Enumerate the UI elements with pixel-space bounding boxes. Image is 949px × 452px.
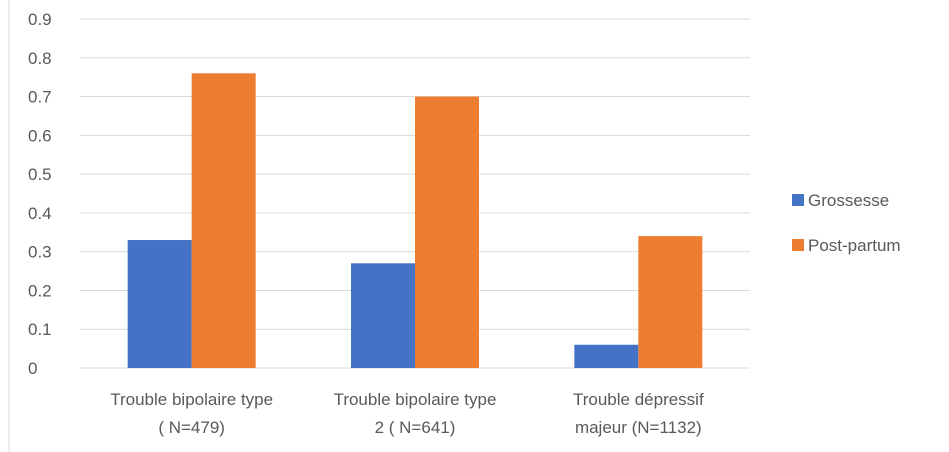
y-tick-label: 0.6: [28, 126, 52, 145]
legend-swatch-grossesse: [792, 194, 804, 206]
bar-grossesse-1: [127, 240, 192, 368]
bar-post-partum-3: [638, 236, 703, 368]
legend-label-grossesse: Grossesse: [808, 191, 889, 210]
y-tick-label: 0.2: [28, 281, 52, 300]
y-tick-label: 0.9: [28, 10, 52, 29]
x-category-label: 2 ( N=641): [375, 418, 456, 437]
x-category-label: Trouble bipolaire type: [110, 390, 273, 409]
y-tick-label: 0.8: [28, 49, 52, 68]
y-tick-label: 0.4: [28, 204, 52, 223]
x-category-label: ( N=479): [158, 418, 225, 437]
y-axis-ticks: 0 0.1 0.2 0.3 0.4 0.5 0.6 0.7 0.8 0.9: [28, 10, 52, 378]
legend-label-post-partum: Post-partum: [808, 236, 901, 255]
x-category-label: majeur (N=1132): [575, 418, 702, 437]
y-tick-label: 0.5: [28, 165, 52, 184]
bar-post-partum-2: [415, 96, 479, 369]
y-tick-label: 0: [28, 359, 37, 378]
bars: [127, 73, 703, 369]
x-category-label: Trouble dépressif: [573, 390, 704, 409]
legend-swatch-post-partum: [792, 239, 804, 251]
x-axis-labels: Trouble bipolaire type ( N=479) Trouble bi…: [110, 390, 704, 437]
x-category-label: Trouble bipolaire type: [334, 390, 497, 409]
bar-post-partum-1: [191, 73, 256, 369]
y-tick-label: 0.7: [28, 88, 52, 107]
bar-grossesse-2: [351, 263, 415, 368]
bar-grossesse-3: [574, 344, 639, 368]
y-tick-label: 0.3: [28, 243, 52, 262]
y-tick-label: 0.1: [28, 320, 52, 339]
legend: Grossesse Post-partum: [792, 191, 901, 255]
